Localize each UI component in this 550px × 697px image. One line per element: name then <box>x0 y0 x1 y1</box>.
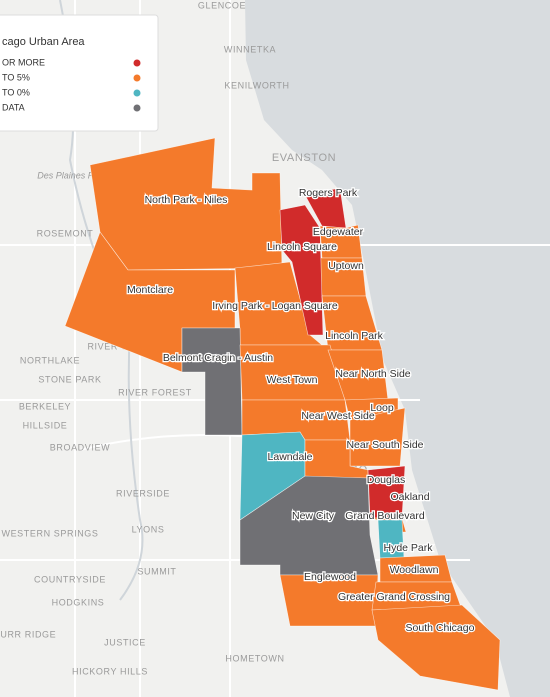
legend-items: OR MORE TO 5% TO 0% DATA <box>2 57 141 112</box>
region-label: South Chicago <box>406 622 475 634</box>
legend-swatch <box>133 89 141 97</box>
region-label: Oakland <box>390 491 429 503</box>
region-label: Lincoln Square <box>267 241 337 253</box>
place-label: WINNETKA <box>224 44 276 54</box>
place-label: NORTHLAKE <box>20 355 80 365</box>
place-label: BURR RIDGE <box>0 629 56 639</box>
region-label: Rogers Park <box>299 187 358 199</box>
place-label: RIVERSIDE <box>116 488 170 498</box>
region-labels: North Park - Niles Montclare Irving Park -… <box>126 186 476 636</box>
place-label: WESTERN SPRINGS <box>1 528 98 538</box>
region-label: Hyde Park <box>383 542 433 554</box>
region-label: Irving Park - Logan Square <box>212 300 338 312</box>
place-label: KENILWORTH <box>224 80 289 90</box>
place-label: GLENCOE <box>198 0 246 10</box>
place-label: BERKELEY <box>19 401 71 411</box>
region-label: Belmont Cragin - Austin <box>163 352 273 364</box>
place-label: Des Plaines R. <box>37 170 97 180</box>
legend-label: DATA <box>2 102 25 112</box>
place-label: HILLSIDE <box>23 420 68 430</box>
region-label: Uptown <box>328 260 364 272</box>
place-label: COUNTRYSIDE <box>34 574 106 584</box>
region-label: Woodlawn <box>390 564 439 576</box>
legend-label: TO 0% <box>2 87 30 97</box>
place-label: BROADVIEW <box>50 442 110 452</box>
region-label: Grand Boulevard <box>345 510 425 522</box>
place-label: HOMETOWN <box>225 653 284 663</box>
place-label: HICKORY HILLS <box>72 666 148 676</box>
region-label: Near West Side <box>301 410 374 422</box>
legend-swatch <box>133 104 141 112</box>
region <box>181 327 243 436</box>
region-label: Lincoln Park <box>325 330 384 342</box>
region-label: Englewood <box>304 571 356 583</box>
region-label: Douglas <box>367 474 406 486</box>
lake <box>245 0 550 697</box>
place-label: JUSTICE <box>104 637 146 647</box>
legend-swatch <box>133 59 141 67</box>
regions <box>64 137 501 691</box>
region-label: West Town <box>267 374 318 386</box>
region-label: Montclare <box>127 284 173 296</box>
legend-swatch <box>133 74 141 82</box>
region-label: North Park - Niles <box>145 194 228 206</box>
region-label: Near South Side <box>346 439 423 451</box>
place-label: EVANSTON <box>272 152 336 164</box>
region <box>279 204 324 336</box>
region-label: Edgewater <box>313 226 364 238</box>
region <box>319 224 363 259</box>
region-label: Loop <box>370 402 394 414</box>
legend-label: TO 5% <box>2 72 30 82</box>
place-label: HODGKINS <box>52 597 105 607</box>
place-labels: GLENCOE WINNETKA KENILWORTH EVANSTON Des Pla… <box>0 0 367 676</box>
legend-title: cago Urban Area <box>2 36 85 48</box>
region-label: Near North Side <box>335 368 410 380</box>
place-label: STONE PARK <box>38 374 101 384</box>
region <box>371 604 501 691</box>
legend-label: OR MORE <box>2 57 45 67</box>
region <box>349 407 406 467</box>
place-label: RIVER FOREST <box>118 387 192 397</box>
place-label: LYONS <box>132 524 165 534</box>
place-label: SUMMIT <box>137 566 176 576</box>
region-label: New City <box>292 510 335 522</box>
legend-box <box>0 14 159 132</box>
region-label: Greater Grand Crossing <box>338 591 450 603</box>
legend: cago Urban Area OR MORE TO 5% TO 0% DATA <box>0 14 159 132</box>
region-label: Lawndale <box>268 451 313 463</box>
place-label: ROSEMONT <box>37 228 94 238</box>
